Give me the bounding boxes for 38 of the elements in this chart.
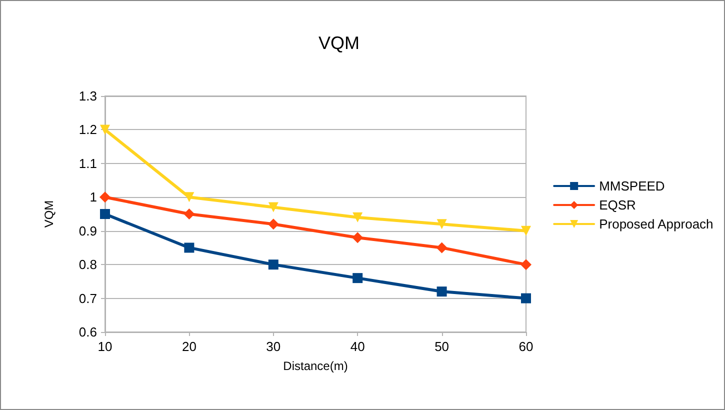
point [436, 286, 447, 297]
legend-label: Proposed Approach [599, 216, 714, 232]
y-axis-title: VQM [42, 200, 56, 228]
y-tick-label: 1 [90, 190, 97, 205]
y-tick-label: 1.3 [78, 88, 97, 104]
point [352, 232, 364, 244]
y-tick-label: 1.2 [78, 122, 97, 138]
point [100, 124, 110, 135]
point [352, 212, 363, 222]
x-tick-label: 50 [434, 339, 450, 354]
point [100, 209, 110, 219]
point [520, 259, 532, 270]
point [436, 219, 447, 230]
legend-label: EQSR [599, 198, 636, 212]
y-tick-label: 0.6 [78, 324, 97, 340]
point [352, 273, 363, 284]
point [184, 208, 195, 220]
y-tick-label: 0.7 [78, 290, 97, 306]
legend-label: MMSPEED [599, 178, 665, 194]
x-tick-label: 60 [518, 339, 534, 354]
point [521, 293, 531, 304]
point [268, 260, 278, 270]
point [184, 242, 194, 253]
point [100, 192, 110, 203]
point [268, 218, 279, 230]
x-tick-label: 40 [350, 339, 365, 354]
point [184, 192, 194, 202]
x-tick-label: 20 [182, 339, 196, 354]
y-tick-label: 0.8 [78, 257, 97, 272]
point [436, 242, 448, 254]
x-tick-label: 30 [266, 339, 281, 354]
x-tick-label: 10 [98, 339, 112, 354]
chart-title: VQM [318, 33, 360, 53]
point [268, 202, 278, 212]
y-tick-label: 0.9 [78, 223, 97, 238]
x-axis-title: Distance(m) [283, 359, 348, 373]
point [521, 226, 531, 236]
y-tick-label: 1.1 [78, 156, 97, 171]
